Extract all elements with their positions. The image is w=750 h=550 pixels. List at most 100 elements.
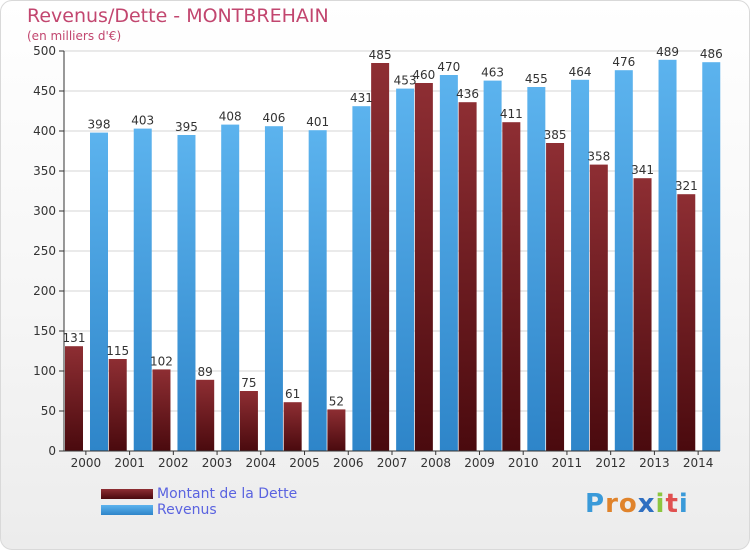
logo-letter: x <box>637 489 656 519</box>
bar-revenus <box>702 62 721 451</box>
legend-swatch-dette <box>101 489 153 499</box>
logo-letter: t <box>665 489 679 519</box>
bar-revenus <box>658 59 677 452</box>
x-tick-label: 2007 <box>377 456 408 470</box>
x-tick-label: 2005 <box>289 456 320 470</box>
bar-revenus <box>264 126 283 451</box>
data-label-revenus: 455 <box>525 72 548 86</box>
logo-letter: P <box>585 489 606 519</box>
legend-label-revenus: Revenus <box>157 502 217 518</box>
bar-dette <box>327 409 346 451</box>
logo-letter: r <box>605 489 619 519</box>
data-label-revenus: 398 <box>88 118 111 132</box>
x-tick-label: 2000 <box>71 456 102 470</box>
grid-lines <box>64 50 720 451</box>
bar-dette <box>196 379 215 451</box>
x-tick-label: 2014 <box>683 456 714 470</box>
data-label-dette: 321 <box>675 179 698 193</box>
data-label-dette: 61 <box>285 387 300 401</box>
bar-revenus <box>90 132 108 451</box>
data-label-dette: 358 <box>587 150 610 164</box>
x-tick-label: 2001 <box>114 456 145 470</box>
axes: 0 50 100 150 200 250 300 350 400 450 500 2000 2001 20… <box>33 44 720 470</box>
data-label-revenus: 453 <box>394 74 417 88</box>
bar-revenus <box>396 88 415 451</box>
data-labels: 131 398 115 403 102 395 89 408 75 406 61 401 52 431 48… <box>63 45 723 409</box>
logo-letter: i <box>655 489 666 519</box>
y-tick-label: 150 <box>33 324 56 338</box>
bar-dette <box>677 194 696 451</box>
bar-revenus <box>352 106 371 451</box>
data-label-dette: 89 <box>198 365 213 379</box>
legend-item-dette: Montant de la Dette <box>101 487 297 503</box>
bar-revenus <box>133 128 152 451</box>
x-tick-label: 2012 <box>595 456 626 470</box>
x-tick-label: 2008 <box>420 456 451 470</box>
bar-dette <box>239 391 258 451</box>
data-label-revenus: 486 <box>700 47 723 61</box>
legend: Montant de la Dette Revenus <box>101 487 297 519</box>
y-tick-label: 0 <box>48 444 56 458</box>
y-tick-label: 200 <box>33 284 56 298</box>
data-label-dette: 436 <box>456 87 479 101</box>
x-tick-label: 2004 <box>246 456 277 470</box>
bar-dette <box>633 178 652 451</box>
data-label-dette: 115 <box>106 344 129 358</box>
data-label-revenus: 401 <box>306 115 329 129</box>
data-label-revenus: 476 <box>612 55 635 69</box>
bar-dette <box>458 102 477 451</box>
data-label-dette: 52 <box>329 394 344 408</box>
bar-dette <box>283 402 302 451</box>
data-label-revenus: 403 <box>131 114 154 128</box>
x-tick-label: 2010 <box>508 456 539 470</box>
data-label-dette: 102 <box>150 354 173 368</box>
data-label-dette: 411 <box>500 107 523 121</box>
y-tick-label: 400 <box>33 124 56 138</box>
chart-subtitle: (en milliers d'€) <box>27 29 122 43</box>
x-tick-label: 2006 <box>333 456 364 470</box>
x-tick-label: 2002 <box>158 456 189 470</box>
data-label-revenus: 395 <box>175 120 198 134</box>
data-label-revenus: 431 <box>350 91 373 105</box>
data-label-revenus: 489 <box>656 45 679 59</box>
data-label-dette: 385 <box>544 128 567 142</box>
logo-letter: o <box>618 489 638 519</box>
bar-revenus <box>571 79 590 452</box>
data-label-revenus: 406 <box>262 111 285 125</box>
bar-revenus <box>221 124 240 451</box>
bar-dette <box>108 359 127 451</box>
y-tick-label: 350 <box>33 164 56 178</box>
data-label-dette: 341 <box>631 163 654 177</box>
bar-dette <box>414 83 433 451</box>
legend-swatch-revenus <box>101 505 153 515</box>
bar-dette <box>589 164 608 451</box>
bar-dette <box>371 63 390 451</box>
data-label-dette: 485 <box>369 48 392 62</box>
bar-revenus <box>177 135 196 451</box>
bar-revenus <box>308 130 327 451</box>
bar-dette <box>65 346 83 451</box>
data-label-revenus: 470 <box>437 60 460 74</box>
data-label-revenus: 408 <box>219 110 242 124</box>
legend-label-dette: Montant de la Dette <box>157 486 298 502</box>
bar-dette <box>152 369 171 451</box>
data-label-dette: 131 <box>63 331 86 345</box>
y-tick-label: 50 <box>41 404 56 418</box>
y-tick-label: 500 <box>33 44 56 58</box>
chart-title: Revenus/Dette - MONTBREHAIN <box>27 5 329 27</box>
bar-dette <box>502 122 521 451</box>
proxiti-logo: Proxiti <box>585 489 689 519</box>
logo-letter: i <box>678 489 689 519</box>
x-tick-label: 2009 <box>464 456 495 470</box>
x-tick-label: 2013 <box>639 456 670 470</box>
y-tick-label: 450 <box>33 84 56 98</box>
bars <box>65 59 721 452</box>
legend-item-revenus: Revenus <box>101 503 297 519</box>
data-label-revenus: 463 <box>481 66 504 80</box>
bar-revenus <box>527 87 546 451</box>
bar-revenus <box>483 80 502 451</box>
data-label-dette: 75 <box>241 376 256 390</box>
y-tick-label: 300 <box>33 204 56 218</box>
